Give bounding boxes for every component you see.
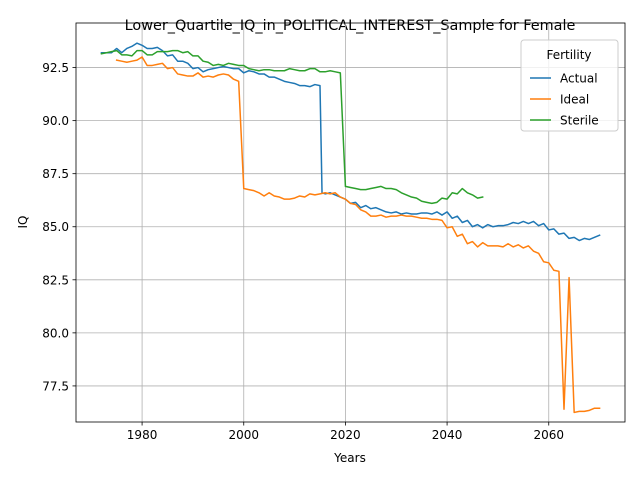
series-line-sterile <box>100 49 484 205</box>
legend-title: Fertility <box>546 48 591 62</box>
x-tick-label: 2060 <box>533 428 564 442</box>
legend: Fertility Actual Ideal Sterile <box>520 39 619 132</box>
x-axis: 1980 2000 2020 2040 2060 <box>127 422 564 442</box>
series-layer <box>100 42 601 414</box>
y-tick-label: 85.0 <box>42 220 69 234</box>
y-tick-label: 90.0 <box>42 114 69 128</box>
y-tick-label: 82.5 <box>42 273 69 287</box>
legend-label-ideal: Ideal <box>560 93 589 107</box>
x-tick-label: 2040 <box>432 428 463 442</box>
y-tick-label: 80.0 <box>42 326 69 340</box>
x-axis-label: Years <box>333 451 366 465</box>
legend-box <box>520 39 619 132</box>
legend-label-actual: Actual <box>560 72 598 86</box>
y-tick-label: 77.5 <box>42 379 69 393</box>
y-tick-label: 87.5 <box>42 167 69 181</box>
series-line-ideal <box>115 56 601 414</box>
x-tick-label: 2020 <box>330 428 361 442</box>
y-axis-label: IQ <box>16 216 30 229</box>
legend-label-sterile: Sterile <box>560 114 599 128</box>
x-tick-label: 1980 <box>127 428 158 442</box>
chart-title: Lower_Quartile_IQ_in_POLITICAL_INTEREST_… <box>125 18 576 34</box>
plot-frame <box>75 22 626 423</box>
y-axis: 77.5 80.0 82.5 85.0 87.5 90.0 92.5 <box>42 61 76 393</box>
x-tick-label: 2000 <box>228 428 259 442</box>
y-tick-label: 92.5 <box>42 61 69 75</box>
